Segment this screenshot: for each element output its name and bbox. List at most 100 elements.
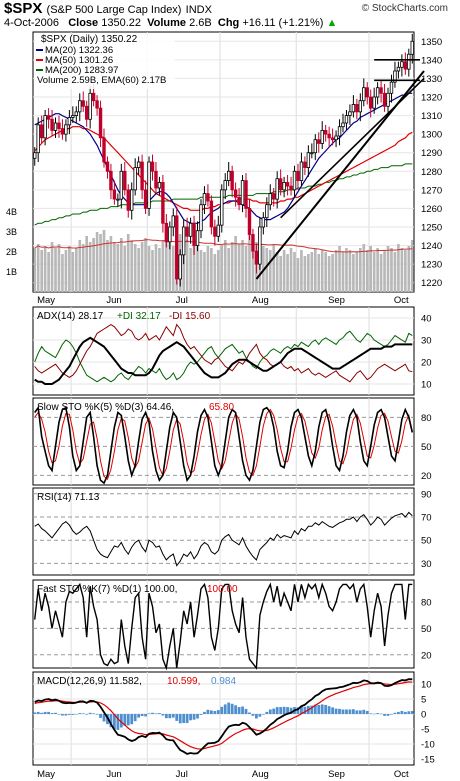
candle-body: [233, 189, 238, 198]
volume-bar: [71, 252, 75, 292]
volume-bar: [334, 250, 338, 292]
macd-histogram-bar: [109, 714, 113, 728]
month-label: Sep: [328, 769, 345, 780]
month-label: Oct: [394, 769, 409, 780]
ma200-line: [34, 163, 413, 226]
volume-bar: [272, 244, 276, 292]
macd-histogram-bar: [279, 707, 283, 714]
ma20-line: [34, 92, 413, 224]
candle-body: [150, 161, 155, 172]
macd-histogram-bar: [61, 714, 64, 716]
candle-body: [136, 161, 141, 168]
macd-histogram-bar: [57, 714, 61, 715]
candle-body: [247, 208, 252, 235]
candle-body: [175, 215, 179, 280]
rsi-tick-label: 30: [421, 559, 432, 570]
month-label: Oct: [394, 295, 409, 306]
volume-bar: [230, 242, 234, 292]
macd-histogram-bar: [88, 712, 92, 714]
candle-body: [365, 87, 369, 98]
fast_sto-tick-label: 80: [421, 598, 432, 609]
macd-histogram-bar: [203, 711, 206, 714]
candle-body: [109, 170, 113, 191]
candle-body: [116, 198, 120, 201]
macd-histogram-bar: [33, 712, 37, 714]
macd-histogram-bar: [272, 708, 276, 714]
volume-bar: [151, 250, 154, 292]
stock-chart: 1220 1230 1240 1250 1260 1270 1280 1290 1300 1310…: [6, 31, 442, 780]
candle-body: [258, 226, 262, 265]
volume-bar: [286, 254, 289, 292]
quote-line: 4-Oct-2006 Close 1350.22 Volume 2.6B Chg…: [4, 17, 337, 29]
candle-body: [39, 124, 44, 139]
macd-histogram-bar: [390, 714, 393, 715]
volume-bar: [137, 248, 140, 292]
legend-slow-sto: Slow STO %K(5) %D(3) 64.46,: [37, 402, 174, 413]
candle-body: [102, 137, 106, 163]
macd-histogram-bar: [403, 711, 407, 714]
volume-bar: [130, 240, 134, 292]
macd-histogram-bar: [130, 714, 134, 725]
volume-bar: [383, 250, 386, 292]
macd-histogram-bar: [317, 705, 321, 714]
volume-bar: [331, 254, 334, 292]
macd-histogram-bar: [282, 706, 286, 714]
candle-body: [313, 139, 317, 154]
fast_sto-panel: [32, 579, 415, 669]
macd-histogram-bar: [220, 706, 224, 714]
macd-histogram-bar: [230, 703, 234, 714]
volume-bar: [390, 248, 393, 292]
candle-body: [323, 130, 328, 135]
macd-histogram-bar: [331, 707, 334, 714]
macd-histogram-bar: [362, 709, 366, 714]
legend-ma200: MA(200) 1283.97: [45, 65, 118, 76]
candle-body: [112, 189, 117, 200]
stockcharts-brand[interactable]: © StockCharts.com: [361, 3, 448, 14]
macd-panel: [32, 671, 415, 766]
adx-line: [34, 336, 413, 385]
chart-header: $SPX (S&P 500 Large Cap Index) INDX © St…: [0, 0, 460, 32]
rsi-tick-label: 50: [421, 536, 432, 547]
macd-histogram-bar: [123, 714, 127, 726]
volume-bar: [320, 250, 324, 292]
plus-di-line: [34, 330, 413, 383]
macd-histogram-bar: [175, 714, 179, 721]
macd-histogram-bar: [376, 713, 380, 714]
candle-body: [268, 193, 272, 206]
candle-body: [36, 124, 40, 154]
volume-tick-label: 1B: [6, 267, 17, 277]
candle-body: [369, 96, 373, 109]
volume-bar: [234, 236, 237, 292]
macd-histogram-bar: [327, 706, 331, 714]
volume-bar: [92, 238, 95, 292]
rsi-tick-label: 70: [421, 513, 432, 524]
candle-body: [337, 126, 342, 137]
macd-histogram-bar: [78, 713, 82, 714]
adx-tick-label: 30: [421, 336, 432, 347]
macd-histogram-bar: [268, 709, 272, 714]
legend-minus-di: -DI 15.60: [169, 311, 211, 322]
macd-histogram-bar: [234, 705, 238, 714]
volume-bar: [192, 242, 196, 292]
volume-bar: [213, 254, 217, 292]
quote-date: 4-Oct-2006: [4, 17, 60, 29]
volume-bar: [123, 246, 127, 292]
volume-bar: [54, 248, 57, 292]
fast_sto-tick-label: 20: [421, 650, 432, 661]
price-tick-label: 1330: [421, 74, 442, 85]
candle-body: [330, 137, 335, 141]
volume-bar: [140, 242, 144, 292]
exchange: INDX: [185, 4, 212, 16]
volume-bar: [106, 240, 109, 292]
volume-bar: [293, 252, 296, 292]
volume-bar: [120, 238, 123, 292]
macd-histogram-bar: [393, 712, 397, 714]
volume-bar: [99, 234, 102, 292]
macd-histogram-bar: [216, 710, 220, 714]
candle-body: [226, 170, 231, 181]
volume-bar: [113, 242, 116, 292]
macd-histogram-bar: [116, 714, 120, 730]
macd-histogram-bar: [95, 714, 99, 715]
candle-body: [254, 250, 259, 265]
macd-histogram-bar: [324, 705, 328, 714]
